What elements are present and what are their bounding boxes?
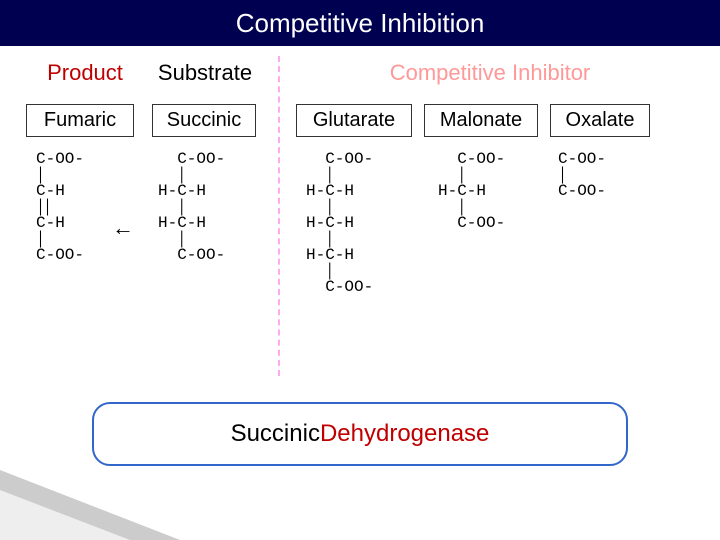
header-inhibitor: Competitive Inhibitor [290,60,690,86]
name-malonate: Malonate [424,104,538,137]
structures-row: C-OO- │ C-H ││ C-H │ C-OO- C-OO- │ H-C-H… [0,151,720,295]
name-fumaric: Fumaric [26,104,134,137]
name-glutarate: Glutarate [296,104,412,137]
enzyme-text-2: Dehydrogenase [320,420,489,448]
header-substrate: Substrate [140,60,270,86]
vertical-divider [278,56,280,376]
header-product: Product [30,60,140,86]
column-headers: Product Substrate Competitive Inhibitor [0,60,720,86]
structure-succinic: C-OO- │ H-C-H │ H-C-H │ C-OO- [152,151,256,295]
structure-glutarate: C-OO- │ H-C-H │ H-C-H │ H-C-H │ C-OO- [296,151,412,295]
name-oxalate: Oxalate [550,104,650,137]
title-bar: Competitive Inhibition [0,0,720,46]
corner-decoration-inner [0,490,130,540]
compound-names: Fumaric Succinic Glutarate Malonate Oxal… [0,104,720,137]
enzyme-text-1: Succinic [231,420,320,448]
enzyme-box: Succinic Dehydrogenase [92,402,628,466]
page-title: Competitive Inhibition [236,8,485,39]
reverse-arrow-icon: ← [112,215,134,241]
name-succinic: Succinic [152,104,256,137]
structure-oxalate: C-OO- │ C-OO- [550,151,650,295]
structure-malonate: C-OO- │ H-C-H │ C-OO- [424,151,538,295]
